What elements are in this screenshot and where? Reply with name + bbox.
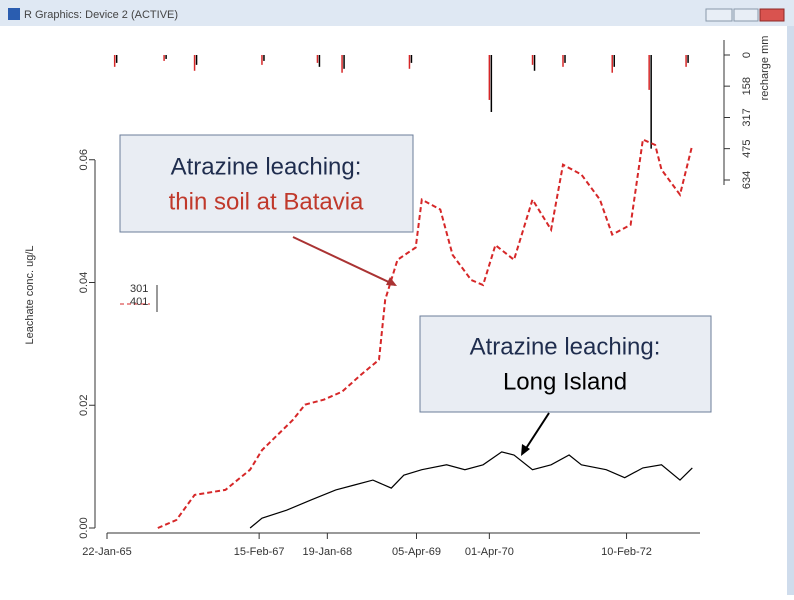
x-tick-label: 19-Jan-68 [303,546,353,558]
y-tick-label: 0.04 [78,272,90,293]
arrow-head [386,277,397,286]
x-tick-label: 01-Apr-70 [465,546,514,558]
arrow [522,412,550,454]
recharge-tick-label: 158 [741,77,753,95]
x-tick-label: 10-Feb-72 [601,546,652,558]
callout-box [119,134,414,233]
recharge-tick-label: 317 [741,108,753,126]
y-tick-label: 0.02 [78,395,90,416]
recharge-tick-label: 0 [741,52,753,58]
recharge-tick-label: 634 [741,171,753,189]
x-tick-label: 22-Jan-65 [82,546,132,558]
window-border [787,26,794,595]
maximize-button[interactable] [733,8,759,22]
callout-text: Long Island [503,368,627,395]
series-line [249,451,693,529]
y-tick-label: 0.00 [78,517,90,538]
window-title: R Graphics: Device 2 (ACTIVE) [24,9,178,21]
callout-box [419,315,712,413]
callout-text: thin soil at Batavia [169,188,364,215]
close-button[interactable] [759,8,785,22]
legend-entry: 301 [130,283,148,295]
y-axis-label: Leachate conc. ug/L [24,245,36,344]
callout-text: Atrazine leaching: [470,333,661,360]
legend-entry: 401 [130,296,148,308]
annotations: Atrazine leaching: thin soil at Batavia … [119,134,712,456]
title-bar [0,0,794,26]
recharge-label: recharge mm [759,36,771,101]
callout-text: Atrazine leaching: [171,153,362,180]
minimize-button[interactable] [705,8,733,22]
app-icon [8,8,20,20]
series-line [157,138,694,529]
arrow [292,236,396,286]
plot: Leachate conc. ug/L recharge mm 301 401 … [24,36,771,558]
x-tick-label: 15-Feb-67 [234,546,285,558]
arrow-head [521,444,530,456]
recharge-tick-label: 475 [741,139,753,157]
x-tick-label: 05-Apr-69 [392,546,441,558]
y-tick-label: 0.06 [78,149,90,170]
